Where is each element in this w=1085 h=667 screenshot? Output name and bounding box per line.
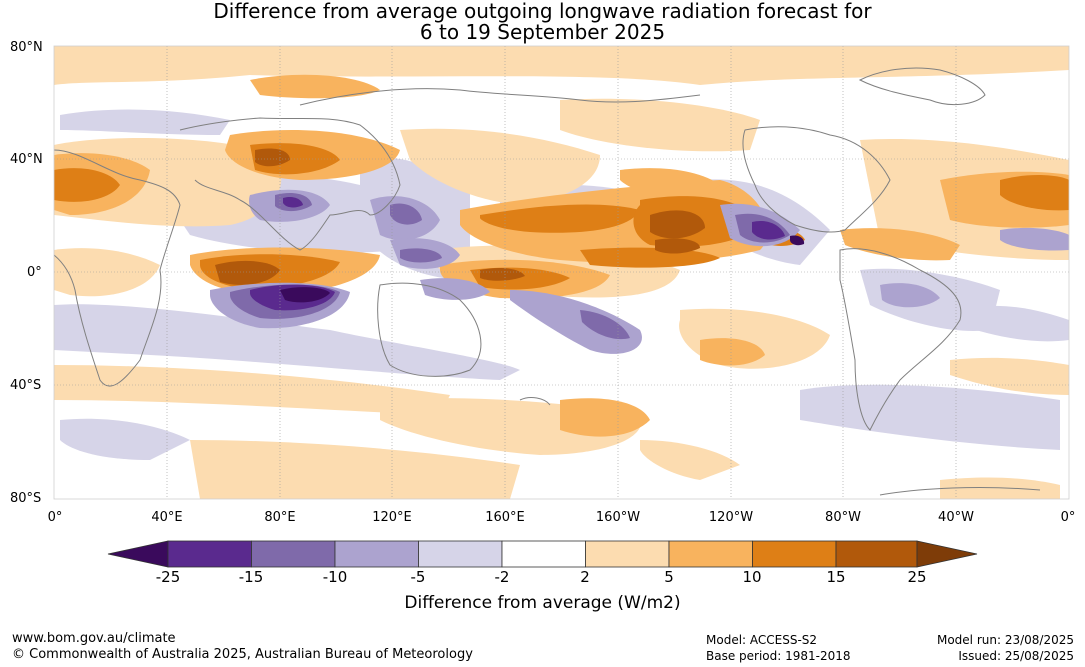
colorbar-extend-high (916, 540, 978, 568)
lat-label-40s: 40°S (10, 378, 42, 393)
colorbar-tick-label: 25 (907, 568, 927, 586)
anomaly-pos-15-25 (215, 148, 705, 285)
colorbar-swatch (501, 540, 586, 568)
lon-label-120w: 120°W (708, 510, 754, 525)
colorbar-tick-label: 15 (826, 568, 846, 586)
footer-model-run: Model run: 23/08/2025 (936, 633, 1074, 647)
lon-label-40w: 40°W (938, 510, 974, 525)
colorbar-swatch (418, 540, 503, 568)
lon-label-0-east: 0° (1060, 510, 1076, 525)
footer-issued: Issued: 25/08/2025 (958, 649, 1074, 663)
colorbar-tick-label: 10 (742, 568, 762, 586)
lat-label-40n: 40°N (10, 152, 43, 167)
coastlines (54, 67, 1041, 496)
colorbar-swatch (334, 540, 419, 568)
colorbar-tick-label: -2 (494, 568, 510, 586)
lon-label-80e: 80°E (264, 510, 296, 525)
lon-label-80w: 80°W (825, 510, 861, 525)
anomaly-field (54, 46, 1069, 499)
footer-website-link[interactable]: www.bom.gov.au/climate (12, 631, 176, 646)
colorbar-swatch (167, 540, 252, 568)
footer-model: Model: ACCESS-S2 (706, 633, 818, 647)
colorbar-tick-label: 5 (664, 568, 674, 586)
footer-base-period: Base period: 1981-2018 (706, 649, 851, 663)
colorbar-tick-label: 2 (580, 568, 590, 586)
colorbar-tick-label: -5 (410, 568, 426, 586)
map-title-line1: Difference from average outgoing longwav… (213, 0, 872, 23)
colorbar-tick-label: -10 (322, 568, 348, 586)
lon-label-40e: 40°E (151, 510, 183, 525)
lon-label-160e: 160°E (485, 510, 525, 525)
lat-label-80n: 80°N (10, 40, 43, 55)
lon-label-120e: 120°E (372, 510, 412, 525)
colorbar-title: Difference from average (W/m2) (404, 593, 681, 613)
colorbar-tick-label: -25 (155, 568, 181, 586)
colorbar-swatch (585, 540, 670, 568)
colorbar-swatch (668, 540, 753, 568)
anomaly-lt-neg25 (280, 235, 805, 303)
footer-copyright: © Commonwealth of Australia 2025, Austra… (12, 647, 473, 662)
lat-label-equator: 0° (27, 265, 42, 280)
colorbar (107, 540, 978, 568)
colorbar-swatch (251, 540, 336, 568)
lon-label-160w: 160°W (595, 510, 641, 525)
colorbar-swatch (752, 540, 837, 568)
colorbar-tick-label: -15 (238, 568, 264, 586)
colorbar-extend-low (107, 540, 169, 568)
colorbar-swatch (835, 540, 918, 568)
map-title-line2: 6 to 19 September 2025 (419, 20, 666, 44)
graticule (54, 46, 1069, 499)
lat-label-80s: 80°S (10, 491, 42, 506)
map-frame (53, 45, 1070, 500)
lon-label-0-west: 0° (47, 510, 63, 525)
